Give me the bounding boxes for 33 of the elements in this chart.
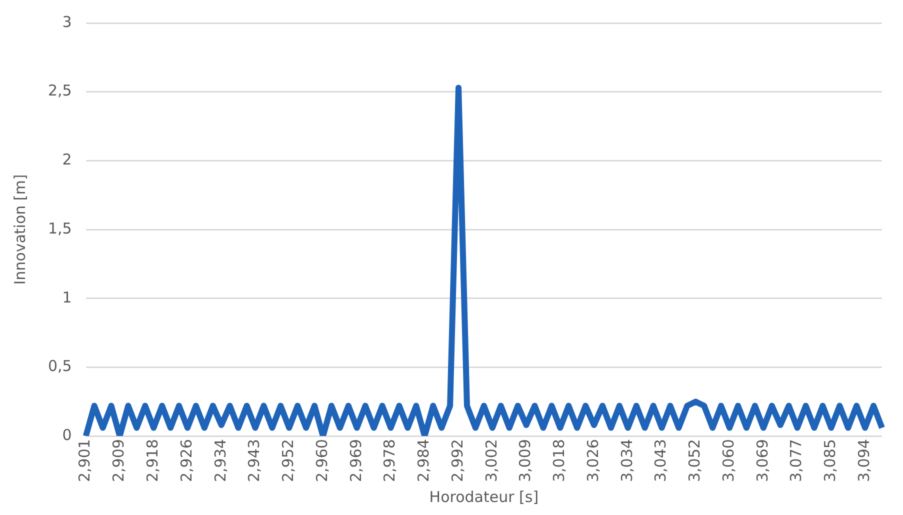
x-tick-label: 2,934 bbox=[211, 439, 230, 482]
y-tick-label: 1,5 bbox=[48, 219, 72, 238]
x-tick-label: 3,034 bbox=[618, 439, 636, 482]
x-tick-label: 2,978 bbox=[380, 439, 399, 482]
y-tick-label: 3 bbox=[62, 12, 72, 31]
y-tick-label: 2,5 bbox=[48, 82, 72, 100]
x-tick-label: 3,085 bbox=[821, 439, 840, 482]
x-tick-label: 3,094 bbox=[854, 439, 873, 482]
x-tick-label: 2,943 bbox=[245, 439, 264, 482]
y-tick-label: 1 bbox=[62, 288, 72, 306]
x-tick-label: 2,918 bbox=[144, 439, 162, 482]
x-tick-label: 2,992 bbox=[448, 439, 466, 482]
x-tick-label: 3,077 bbox=[787, 439, 806, 482]
x-tick-label: 2,926 bbox=[177, 439, 196, 482]
x-tick-label: 2,984 bbox=[414, 439, 433, 482]
x-tick-label: 3,018 bbox=[550, 439, 568, 482]
x-tick-label: 3,026 bbox=[584, 439, 602, 482]
x-tick-label: 2,909 bbox=[110, 439, 128, 482]
x-tick-label: 2,969 bbox=[346, 439, 365, 482]
x-tick-label: 2,960 bbox=[312, 439, 331, 482]
x-tick-label: 3,009 bbox=[516, 439, 534, 482]
x-tick-label: 3,060 bbox=[719, 439, 738, 482]
y-tick-label: 0,5 bbox=[48, 357, 72, 376]
y-tick-label: 2 bbox=[62, 150, 72, 169]
x-tick-label: 3,069 bbox=[753, 439, 772, 482]
x-tick-label: 2,901 bbox=[76, 439, 94, 482]
y-tick-label: 0 bbox=[62, 426, 72, 444]
y-axis-title: Innovation [m] bbox=[10, 174, 29, 285]
x-tick-label: 3,043 bbox=[652, 439, 670, 482]
x-tick-label: 3,002 bbox=[482, 439, 500, 482]
x-axis-title: Horodateur [s] bbox=[429, 488, 539, 506]
x-tick-label: 2,952 bbox=[279, 439, 298, 482]
x-tick-label: 3,052 bbox=[686, 439, 704, 482]
